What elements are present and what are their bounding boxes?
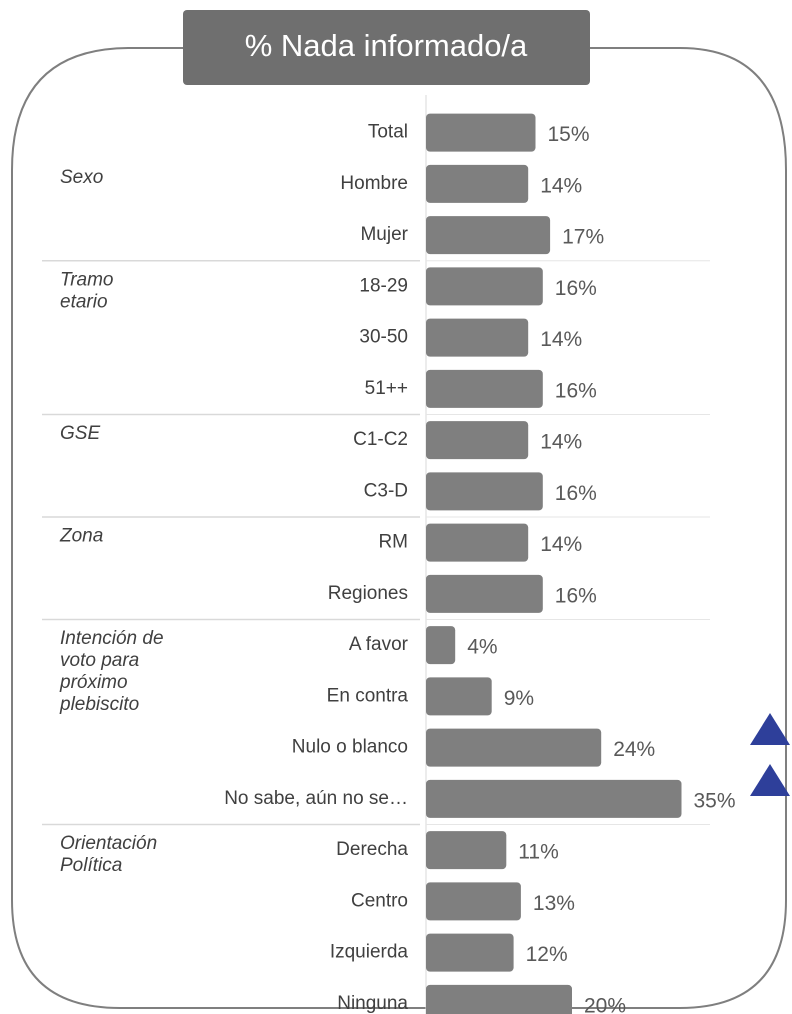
group-label: Sexo [60, 167, 103, 188]
bar [426, 677, 492, 716]
title-box [183, 10, 590, 85]
category-label: Mujer [360, 224, 408, 245]
bar [426, 831, 507, 870]
value-label: 13% [533, 892, 575, 915]
value-label: 35% [694, 789, 736, 812]
category-label: Regiones [328, 583, 408, 604]
category-label: Izquierda [330, 942, 409, 963]
bar [426, 267, 543, 306]
group-label: etario [60, 291, 108, 312]
value-label: 16% [555, 584, 597, 607]
category-label: 18-29 [359, 275, 408, 296]
bar [426, 164, 529, 203]
bar [426, 779, 682, 818]
category-label: RM [378, 532, 408, 553]
value-label: 14% [540, 431, 582, 454]
frame [11, 47, 787, 1009]
value-label: 16% [555, 277, 597, 300]
value-label: 12% [526, 943, 568, 966]
value-label: 17% [562, 226, 604, 249]
value-label: 9% [504, 687, 534, 710]
group-label: GSE [60, 423, 100, 444]
up-marker [750, 713, 790, 745]
value-label: 15% [548, 123, 590, 146]
bar [426, 523, 529, 562]
bar [426, 421, 529, 460]
category-label: Centro [351, 890, 408, 911]
value-label: 16% [555, 379, 597, 402]
value-label: 11% [518, 841, 558, 864]
category-label: No sabe, aún no se… [224, 788, 408, 809]
up-marker [750, 764, 790, 796]
category-label: En contra [327, 685, 409, 706]
group-label: próximo [59, 672, 128, 693]
category-label: 30-50 [359, 327, 408, 348]
group-label: Tramo [60, 269, 113, 290]
value-label: 4% [467, 636, 497, 659]
category-label: 51++ [365, 378, 408, 399]
bar [426, 472, 543, 511]
value-label: 24% [613, 738, 655, 761]
category-label: Hombre [340, 173, 408, 194]
bar [426, 216, 551, 255]
chart-title: % Nada informado/a [245, 28, 528, 63]
bar [426, 113, 536, 152]
category-label: Ninguna [337, 993, 408, 1014]
bar [426, 369, 543, 408]
value-label: 14% [540, 533, 582, 556]
bar [426, 933, 514, 972]
value-label: 14% [540, 328, 582, 351]
bar [426, 984, 572, 1014]
category-label: Total [368, 122, 408, 143]
bar [426, 574, 543, 613]
bar [426, 318, 529, 357]
bar [426, 626, 456, 665]
group-label: Intención de [60, 628, 164, 649]
value-label: 14% [540, 174, 582, 197]
category-label: C3-D [364, 480, 408, 501]
category-label: A favor [349, 634, 409, 655]
category-label: Nulo o blanco [292, 737, 408, 758]
value-label: 16% [555, 482, 597, 505]
bar [426, 728, 602, 767]
group-label: Zona [59, 526, 103, 547]
value-label: 20% [584, 994, 626, 1014]
category-label: C1-C2 [353, 429, 408, 450]
bar [426, 882, 521, 921]
group-label: plebiscito [59, 694, 139, 715]
category-label: Derecha [336, 839, 408, 860]
group-label: voto para [60, 650, 139, 671]
group-label: Orientación [60, 833, 157, 854]
group-label: Política [60, 855, 122, 876]
